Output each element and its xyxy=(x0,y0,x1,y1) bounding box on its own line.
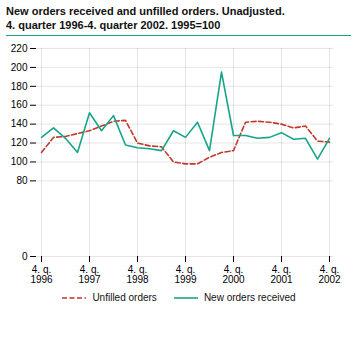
html-text:New orders received: New orders received xyxy=(203,292,296,303)
html-text:4. quarter 1996-4. quarter 200: 4. quarter 1996-4. quarter 2002. 1995=10… xyxy=(6,19,221,31)
svg-text:120: 120 xyxy=(11,137,28,148)
svg-text:4. q.1996: 4. q.1996 xyxy=(30,264,53,285)
svg-text:100: 100 xyxy=(11,156,28,167)
html-text:Unfilled orders: Unfilled orders xyxy=(92,292,157,303)
svg-text:200: 200 xyxy=(11,62,28,73)
html-text:New orders received and unfill: New orders received and unfilled orders.… xyxy=(6,5,285,17)
svg-text:80: 80 xyxy=(16,175,28,186)
svg-text:4. q.1997: 4. q.1997 xyxy=(78,264,101,285)
svg-text:220: 220 xyxy=(11,43,28,54)
svg-text:4. q.2002: 4. q.2002 xyxy=(318,264,341,285)
svg-text:4. q.2001: 4. q.2001 xyxy=(270,264,293,285)
svg-text:4. q.1998: 4. q.1998 xyxy=(126,264,149,285)
svg-text:4. q.2000: 4. q.2000 xyxy=(222,264,245,285)
svg-text:4. q.1999: 4. q.1999 xyxy=(174,264,197,285)
svg-text:180: 180 xyxy=(11,81,28,92)
svg-text:0: 0 xyxy=(22,251,28,262)
svg-text:160: 160 xyxy=(11,99,28,110)
svg-text:140: 140 xyxy=(11,118,28,129)
